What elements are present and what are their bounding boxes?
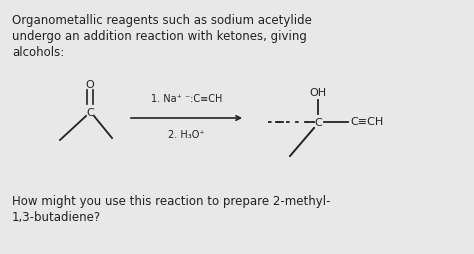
- Text: C≡CH: C≡CH: [350, 117, 383, 127]
- Text: O: O: [86, 80, 94, 90]
- Text: 1,3-butadiene?: 1,3-butadiene?: [12, 211, 101, 224]
- Text: 2. H₃O⁺: 2. H₃O⁺: [168, 130, 205, 140]
- Text: C: C: [314, 118, 322, 128]
- Text: undergo an addition reaction with ketones, giving: undergo an addition reaction with ketone…: [12, 30, 307, 43]
- Text: C: C: [86, 108, 94, 118]
- Text: How might you use this reaction to prepare 2-methyl-: How might you use this reaction to prepa…: [12, 195, 330, 208]
- Text: alcohols:: alcohols:: [12, 46, 64, 59]
- Text: Organometallic reagents such as sodium acetylide: Organometallic reagents such as sodium a…: [12, 14, 312, 27]
- Text: 1. Na⁺ ⁻:C≡CH: 1. Na⁺ ⁻:C≡CH: [151, 94, 222, 104]
- Text: OH: OH: [310, 88, 327, 98]
